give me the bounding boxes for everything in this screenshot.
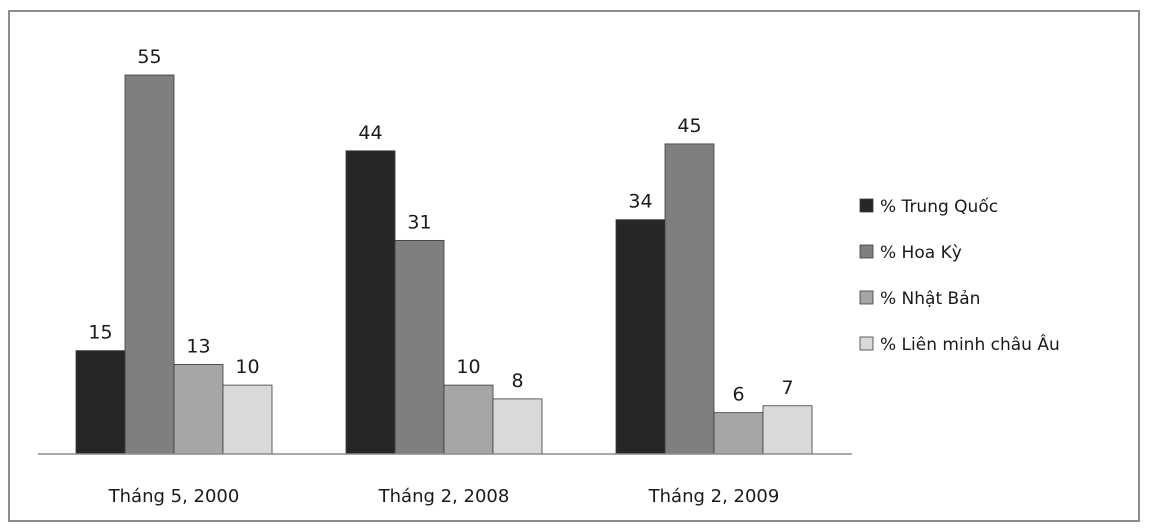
legend-label-nhat-ban: % Nhật Bản [880,289,980,309]
bar-trung-quoc-3 [615,219,666,455]
legend-swatch-nhat-ban [859,290,874,305]
data-label: 6 [732,384,744,406]
bar-nhat-ban-1 [173,364,224,455]
legend-swatch-lien-minh-chau-au [859,336,874,351]
bar-trung-quoc-1 [75,350,126,455]
legend-swatch-hoa-ky [859,244,874,259]
data-labels-layer: 15 55 13 10 44 31 10 8 34 45 6 7 [88,46,793,406]
bar-hoa-ky-1 [124,74,175,455]
bar-lien-minh-chau-au-2 [492,398,543,455]
data-label: 10 [456,356,480,378]
data-label: 45 [677,115,701,137]
bar-trung-quoc-2 [345,150,396,455]
category-label: Tháng 2, 2009 [648,486,780,507]
data-label: 10 [235,356,259,378]
legend: % Trung Quốc % Hoa Kỳ % Nhật Bản % Liên min… [859,196,1060,355]
category-labels-layer: Tháng 5, 2000 Tháng 2, 2008 Tháng 2, 2009 [108,486,780,507]
category-label: Tháng 5, 2000 [108,486,240,507]
bars-layer [75,74,813,455]
legend-label-hoa-ky: % Hoa Kỳ [880,243,962,263]
data-label: 55 [137,46,161,68]
data-label: 15 [88,322,112,344]
data-label: 44 [358,122,382,144]
legend-swatch-trung-quoc [859,198,874,213]
data-label: 7 [781,377,793,399]
data-label: 13 [186,335,210,357]
data-label: 31 [407,211,431,233]
bar-lien-minh-chau-au-3 [762,405,813,455]
data-label: 34 [628,191,652,213]
bar-nhat-ban-2 [443,384,494,455]
legend-label-trung-quoc: % Trung Quốc [880,196,998,217]
bar-hoa-ky-2 [394,239,445,455]
bar-hoa-ky-3 [664,143,715,455]
category-label: Tháng 2, 2008 [378,486,510,507]
bar-lien-minh-chau-au-1 [222,384,273,455]
bar-nhat-ban-3 [713,412,764,455]
legend-label-lien-minh-chau-au: % Liên minh châu Âu [880,333,1060,355]
data-label: 8 [511,370,523,392]
